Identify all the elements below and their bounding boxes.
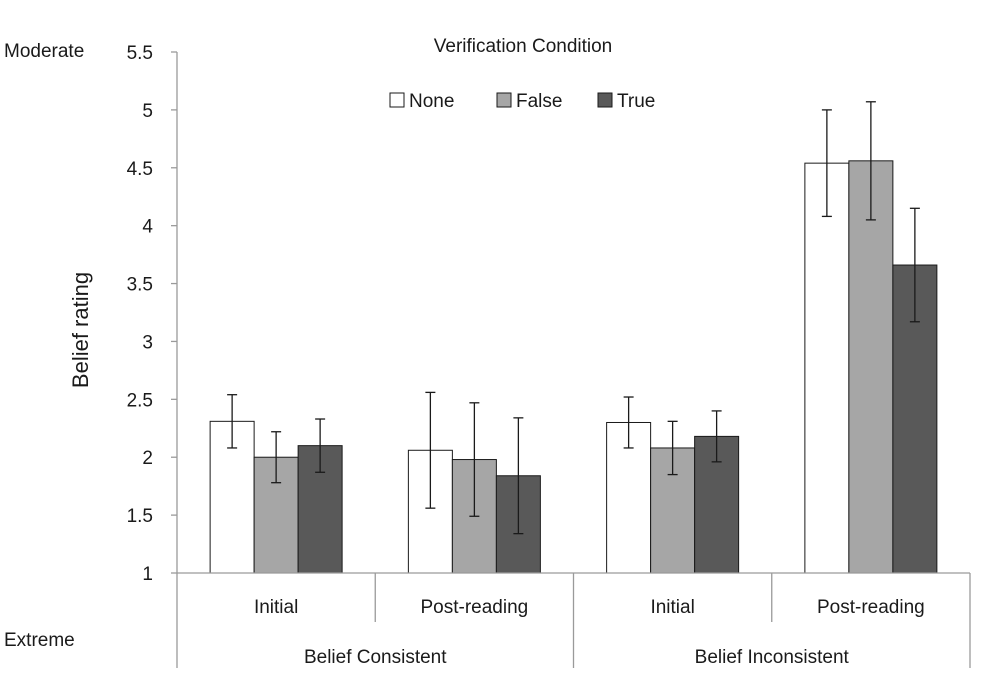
x-category-label: Post-reading — [817, 597, 925, 618]
y-tick-label: 2.5 — [127, 390, 153, 411]
y-axis-ticks: 1 1.5 2 2.5 3 3.5 4 4.5 5 5.5 — [127, 43, 154, 585]
error-bar-none-2 — [623, 396, 634, 449]
x-category-labels: Initial Post-reading Initial Post-reading — [254, 597, 925, 618]
error-bar-none-0 — [227, 394, 238, 449]
bar-none-3 — [804, 162, 850, 574]
legend: None False True — [389, 91, 655, 112]
bar-false-3 — [848, 160, 894, 574]
error-bar-false-1 — [469, 402, 480, 517]
error-bar-true-3 — [909, 207, 920, 323]
error-bar-true-0 — [315, 418, 326, 473]
error-bar-none-1 — [425, 391, 436, 509]
legend-swatch-false — [496, 92, 512, 108]
legend-label-none: None — [409, 91, 454, 112]
bars — [209, 101, 938, 574]
x-category-label: Post-reading — [421, 597, 529, 618]
y-tick-label: 4.5 — [127, 159, 153, 180]
x-category-label: Initial — [650, 597, 694, 618]
x-group-label: Belief Consistent — [304, 647, 447, 668]
error-bar-false-2 — [667, 420, 678, 476]
error-bar-none-3 — [821, 109, 832, 218]
error-bar-true-2 — [711, 410, 722, 463]
y-axis-label: Belief rating — [68, 272, 93, 388]
y-tick-label: 5 — [142, 101, 153, 122]
error-bar-true-1 — [513, 417, 524, 535]
x-category-label: Initial — [254, 597, 298, 618]
y-tick-label: 3.5 — [127, 275, 153, 296]
legend-label-false: False — [516, 91, 562, 112]
legend-title: Verification Condition — [434, 36, 613, 57]
axes — [171, 51, 971, 668]
y-tick-label: 5.5 — [127, 43, 153, 64]
y-annotation-top: Moderate — [4, 41, 84, 62]
error-bar-false-0 — [271, 431, 282, 484]
y-tick-label: 1.5 — [127, 506, 153, 527]
legend-swatch-true — [597, 92, 613, 108]
legend-label-true: True — [617, 91, 655, 112]
y-tick-label: 4 — [142, 217, 153, 238]
y-tick-label: 1 — [142, 564, 153, 585]
x-group-label: Belief Inconsistent — [695, 647, 850, 668]
y-tick-label: 3 — [142, 332, 153, 353]
error-bar-false-3 — [865, 101, 876, 221]
x-group-labels: Belief Consistent Belief Inconsistent — [304, 647, 850, 668]
y-annotation-bottom: Extreme — [4, 630, 75, 651]
y-tick-label: 2 — [142, 448, 153, 469]
legend-swatch-none — [389, 92, 405, 108]
